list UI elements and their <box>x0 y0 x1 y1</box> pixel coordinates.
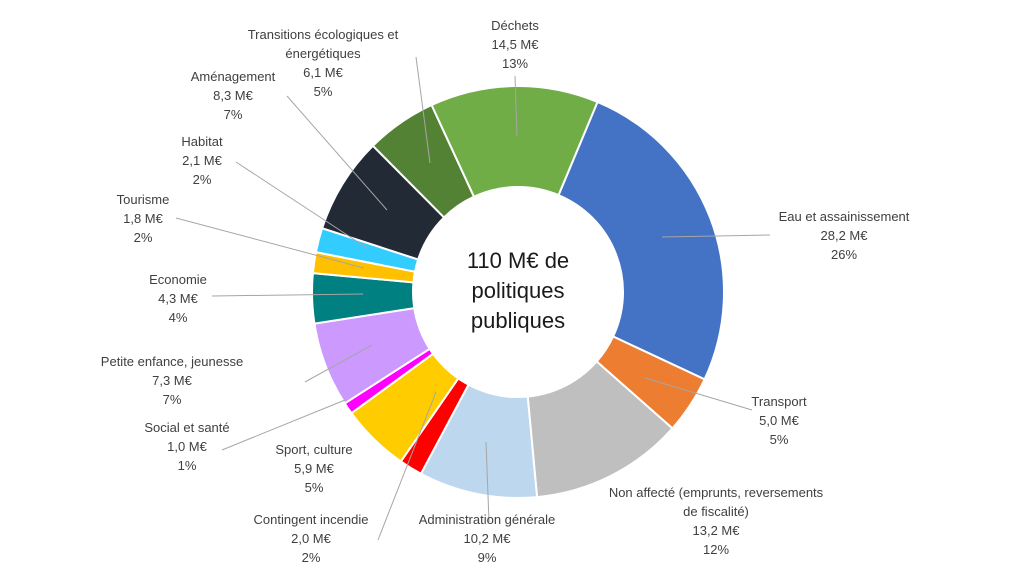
slice-label: Sport, culture <box>275 442 352 457</box>
slice-percent-label: 2% <box>302 550 321 565</box>
slice-13 <box>430 85 599 199</box>
leader-line-13 <box>514 75 518 137</box>
leader-line-0 <box>661 234 771 238</box>
slice-value-label: 13,2 M€ <box>693 523 741 538</box>
slice-percent-label: 5% <box>305 480 324 495</box>
slice-percent-label: 2% <box>134 230 153 245</box>
slice-label: énergétiques <box>285 46 361 61</box>
leader-line-11 <box>286 95 388 211</box>
slice-percent-label: 5% <box>770 432 789 447</box>
leader-line-3 <box>485 441 490 523</box>
slice-label: Contingent incendie <box>254 512 369 527</box>
slice-value-label: 1,8 M€ <box>123 211 164 226</box>
slice-percent-label: 7% <box>163 392 182 407</box>
leader-line-4 <box>377 391 437 541</box>
slice-percent-label: 9% <box>478 550 497 565</box>
slice-label: Economie <box>149 272 207 287</box>
slice-percent-label: 5% <box>314 84 333 99</box>
slices <box>311 85 725 499</box>
slice-percent-label: 2% <box>193 172 212 187</box>
slice-value-label: 10,2 M€ <box>464 531 512 546</box>
slice-value-label: 2,0 M€ <box>291 531 332 546</box>
slice-value-label: 28,2 M€ <box>821 228 869 243</box>
slice-percent-label: 13% <box>502 56 528 71</box>
slice-label: Non affecté (emprunts, reversements <box>609 485 824 500</box>
leader-line-12 <box>415 56 431 164</box>
slice-percent-label: 4% <box>169 310 188 325</box>
slice-label: Déchets <box>491 18 539 33</box>
center-text-line-3: publiques <box>471 308 565 333</box>
slice-percent-label: 26% <box>831 247 857 262</box>
leader-line-6 <box>221 399 346 451</box>
slice-value-label: 1,0 M€ <box>167 439 208 454</box>
slice-value-label: 8,3 M€ <box>213 88 254 103</box>
leader-line-1 <box>644 377 753 411</box>
slice-percent-label: 12% <box>703 542 729 557</box>
slice-0 <box>557 100 725 381</box>
slice-label: de fiscalité) <box>683 504 749 519</box>
leader-line-10 <box>235 161 368 249</box>
slice-label: Tourisme <box>117 192 170 207</box>
slice-label: Aménagement <box>191 69 276 84</box>
slice-percent-label: 1% <box>178 458 197 473</box>
leader-lines <box>175 56 771 541</box>
slice-value-label: 5,0 M€ <box>759 413 800 428</box>
slice-value-label: 7,3 M€ <box>152 373 193 388</box>
slice-label: Habitat <box>181 134 223 149</box>
slice-value-label: 5,9 M€ <box>294 461 335 476</box>
leader-line-8 <box>211 293 364 297</box>
slice-value-label: 4,3 M€ <box>158 291 199 306</box>
slice-label: Eau et assainissement <box>779 209 910 224</box>
slice-percent-label: 7% <box>224 107 243 122</box>
slice-label: Social et santé <box>144 420 229 435</box>
slice-label: Administration générale <box>419 512 556 527</box>
slice-label: Transitions écologiques et <box>248 27 399 42</box>
slice-label: Transport <box>751 394 807 409</box>
slice-label: Petite enfance, jeunesse <box>101 354 243 369</box>
leader-line-7 <box>304 344 373 383</box>
slice-value-label: 6,1 M€ <box>303 65 344 80</box>
slice-value-label: 2,1 M€ <box>182 153 223 168</box>
center-text-line-1: 110 M€ de <box>467 248 569 273</box>
slice-labels: Eau et assainissement 28,2 M€ 26% Transport… <box>101 18 910 565</box>
slice-value-label: 14,5 M€ <box>492 37 540 52</box>
leader-line-9 <box>175 217 365 269</box>
center-text-line-2: politiques <box>472 278 565 303</box>
